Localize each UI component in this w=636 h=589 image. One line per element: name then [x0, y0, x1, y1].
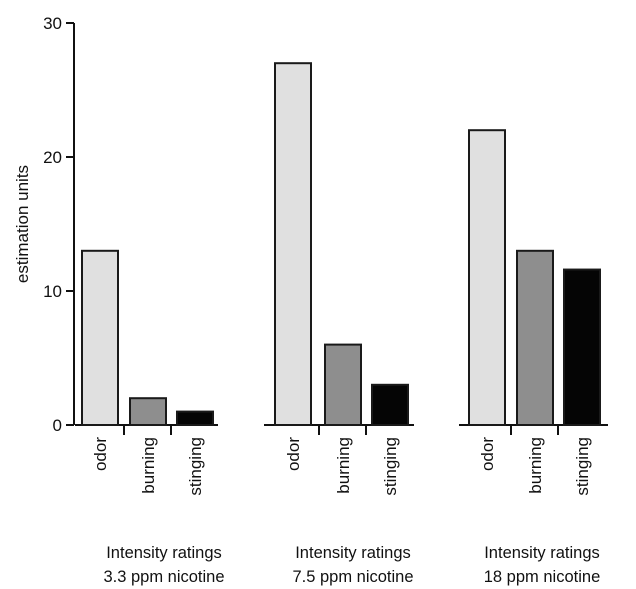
- group-caption-3-line1: Intensity ratings: [484, 544, 600, 562]
- category-label-odor: odor: [478, 437, 497, 471]
- category-label-burning: burning: [139, 437, 158, 494]
- bar-stinging: [371, 383, 409, 426]
- bar-stinging: [176, 410, 214, 427]
- y-axis: 0 10 20 30: [43, 14, 75, 435]
- group-caption-3-line2: 18 ppm nicotine: [483, 568, 601, 586]
- category-label-burning: burning: [334, 437, 353, 494]
- y-axis-label: estimation units: [13, 165, 32, 283]
- group-caption-1-line1: Intensity ratings: [106, 544, 222, 562]
- category-label-stinging: stinging: [186, 437, 205, 496]
- bar-burning: [516, 249, 554, 426]
- group-caption-1-line2: 3.3 ppm nicotine: [103, 568, 225, 586]
- group-caption-2-line2: 7.5 ppm nicotine: [292, 568, 414, 586]
- bar-groups: odor burning stinging odor burning stinging od…: [75, 62, 608, 496]
- y-tick-label: 10: [43, 282, 62, 301]
- bar-stinging: [563, 268, 601, 426]
- category-label-stinging: stinging: [381, 437, 400, 496]
- bar-burning: [129, 397, 167, 427]
- category-label-burning: burning: [526, 437, 545, 494]
- y-tick-label: 20: [43, 148, 62, 167]
- bar-group-1: odor burning stinging: [75, 249, 218, 496]
- bar-odor: [468, 129, 506, 426]
- group-caption-1: Intensity ratings 3.3 ppm nicotine: [69, 541, 259, 589]
- category-label-odor: odor: [91, 437, 110, 471]
- bar-group-3: odor burning stinging: [459, 129, 608, 496]
- category-label-stinging: stinging: [573, 437, 592, 496]
- y-tick-label: 0: [53, 416, 62, 435]
- group-caption-2: Intensity ratings 7.5 ppm nicotine: [258, 541, 448, 589]
- y-tick-label: 30: [43, 14, 62, 33]
- bar-odor: [81, 249, 119, 426]
- bar-burning: [324, 343, 362, 427]
- bar-odor: [274, 62, 312, 426]
- group-caption-2-line1: Intensity ratings: [295, 544, 411, 562]
- bar-group-2: odor burning stinging: [264, 62, 414, 496]
- group-caption-3: Intensity ratings 18 ppm nicotine: [452, 541, 632, 589]
- category-label-odor: odor: [284, 437, 303, 471]
